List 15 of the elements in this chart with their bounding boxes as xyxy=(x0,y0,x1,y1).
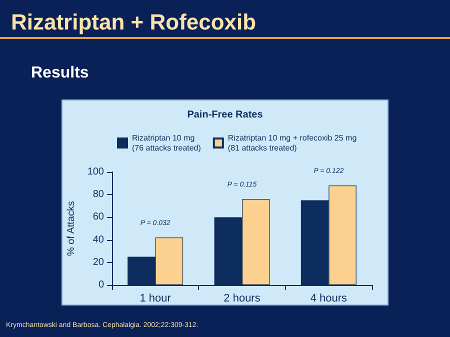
y-tick-label: 60 xyxy=(92,212,104,223)
chart-title: Rizatriptan + Rofecoxib xyxy=(11,10,256,34)
x-tick-label: 4 hours xyxy=(310,292,348,304)
y-axis-title: % of Attacks xyxy=(66,200,77,256)
legend-label: Rizatriptan 10 mg + rofecoxib 25 mg (81 attacks treated) xyxy=(228,134,357,152)
y-tick-label: 80 xyxy=(92,189,104,200)
x-tick-label: 1 hour xyxy=(140,292,172,304)
x-tick-label: 2 hours xyxy=(224,292,261,304)
chart-subtitle: Results xyxy=(31,64,89,82)
text: Pain-Free Rates xyxy=(187,110,264,120)
y-tick-label: 20 xyxy=(92,256,104,268)
y-tick-label: 100 xyxy=(87,166,104,178)
y-tick-label: 0 xyxy=(98,280,104,290)
y-tick-label: 40 xyxy=(92,234,104,246)
legend-label: Rizatriptan 10 mg (76 attacks treated) xyxy=(132,134,202,152)
